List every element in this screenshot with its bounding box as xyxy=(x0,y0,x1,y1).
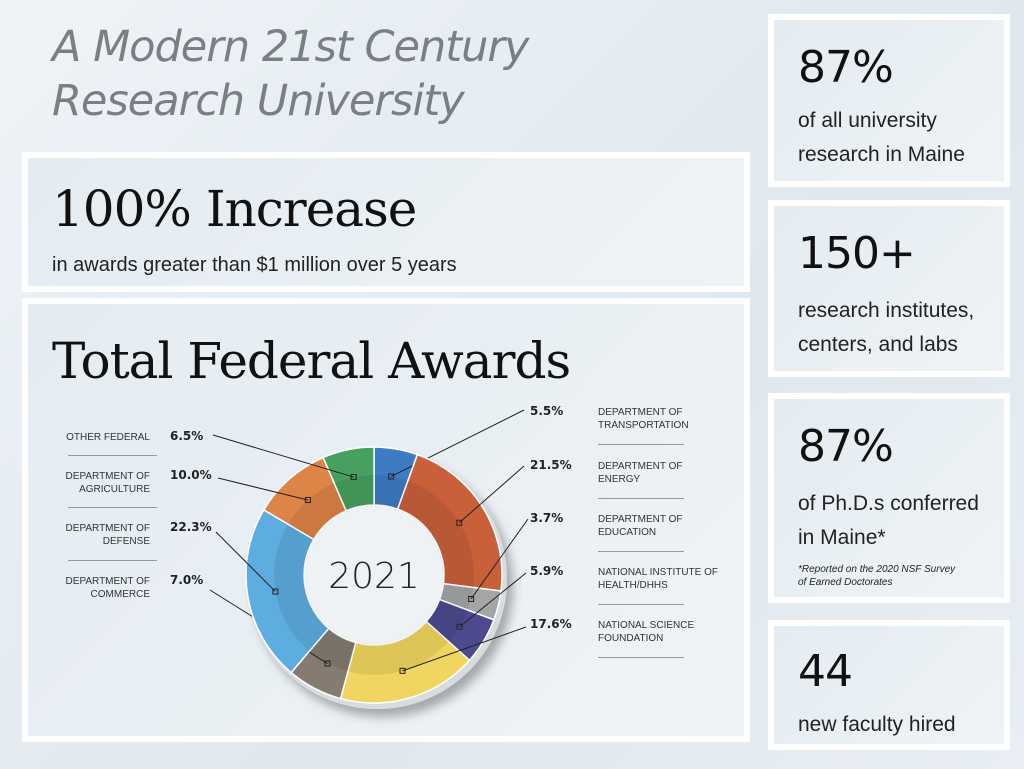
slice-name-label: OTHER FEDERAL xyxy=(66,432,150,443)
footnote: *Reported on the 2020 NSF Survey of Earne… xyxy=(798,563,955,589)
slice-inner-shade xyxy=(287,483,347,540)
leader-dot xyxy=(456,519,463,526)
stat-line: research institutes, xyxy=(798,299,975,322)
donut-center-label: 2021 xyxy=(328,556,420,597)
stat-value: 150+ xyxy=(798,228,916,279)
donut-hole xyxy=(305,506,443,644)
slice-inner-shade xyxy=(347,621,449,675)
stat-desc: of all university research in Maine xyxy=(798,104,965,172)
leader-dot xyxy=(304,496,311,503)
slice-inner-shade xyxy=(397,480,474,588)
leader-line xyxy=(402,626,527,672)
legend-divider xyxy=(68,560,157,561)
slice-percent-label: 5.5% xyxy=(530,404,564,418)
leader-line xyxy=(458,465,525,524)
stat-value: 87% xyxy=(798,421,894,472)
stat-desc: research institutes, centers, and labs xyxy=(798,294,974,362)
increase-detail: in awards greater than $1 million over 5… xyxy=(52,254,457,276)
slice-name-label: NATIONAL INSTITUTE OF HEALTH/DHHS xyxy=(598,567,719,591)
slice-percent-label: 3.7% xyxy=(530,511,564,525)
slice-name-label: DEPARTMENT OF ENERGY xyxy=(598,461,683,485)
leader-line xyxy=(470,518,529,600)
slice-percent-label: 7.0% xyxy=(170,573,204,587)
leader-line xyxy=(212,434,354,478)
leader-dot xyxy=(399,667,406,674)
slice-name-label: DEPARTMENT OF AGRICULTURE xyxy=(65,471,150,495)
slice-percent-label: 10.0% xyxy=(170,468,212,482)
legend-divider xyxy=(598,444,684,445)
slice-percent-label: 17.6% xyxy=(530,617,572,631)
slice-percent-label: 21.5% xyxy=(530,458,572,472)
increase-panel: 100% Increase in awards greater than $1 … xyxy=(22,152,750,292)
slice-name-label: DEPARTMENT OF EDUCATION xyxy=(598,514,683,538)
stat-card-phds: 87% of Ph.D.s conferred in Maine* *Report… xyxy=(768,393,1010,603)
slice-percent-label: 22.3% xyxy=(170,520,212,534)
donut-slice xyxy=(396,453,503,592)
slice-inner-shade xyxy=(309,628,356,672)
donut-slice xyxy=(245,508,330,674)
slice-percent-label: 5.9% xyxy=(530,564,564,578)
slice-name-label: DEPARTMENT OF TRANSPORTATION xyxy=(598,407,689,431)
legend-divider xyxy=(598,498,684,499)
footnote-line: of Earned Doctorates xyxy=(798,577,893,588)
slice-name-label: NATIONAL SCIENCE FOUNDATION xyxy=(598,620,695,644)
stat-value: 44 xyxy=(798,646,853,697)
stat-desc: of Ph.D.s conferred in Maine* xyxy=(798,487,979,555)
stat-value: 87% xyxy=(798,42,894,93)
legend-divider xyxy=(68,455,157,456)
increase-headline: 100% Increase xyxy=(52,180,417,238)
leader-dot xyxy=(456,623,463,630)
legend-divider xyxy=(598,657,684,658)
chart-title: Total Federal Awards xyxy=(52,332,571,390)
stat-card-institutes: 150+ research institutes, centers, and la… xyxy=(768,200,1010,377)
slice-percent-label: 6.5% xyxy=(170,429,204,443)
footnote-line: *Reported on the 2020 NSF Survey xyxy=(798,564,956,575)
legend-divider xyxy=(68,507,157,508)
leader-line xyxy=(390,409,525,477)
stat-line: of all university xyxy=(798,109,937,132)
stat-line: research in Maine xyxy=(798,143,965,166)
leader-dot xyxy=(324,660,331,667)
donut-slice xyxy=(322,446,375,512)
leader-dot xyxy=(388,473,395,480)
stat-line: in Maine* xyxy=(798,526,886,549)
slice-inner-shade xyxy=(274,524,329,652)
leader-dot xyxy=(350,474,357,481)
stat-desc: new faculty hired xyxy=(798,708,956,742)
legend-divider xyxy=(598,551,684,552)
stat-line: of Ph.D.s conferred xyxy=(798,492,979,515)
leader-dot xyxy=(272,588,279,595)
leader-line xyxy=(215,531,276,592)
stat-line: new faculty hired xyxy=(798,713,956,736)
slice-inner-shade xyxy=(426,599,468,642)
stat-card-faculty: 44 new faculty hired xyxy=(768,620,1010,750)
leader-line xyxy=(459,572,527,628)
legend-divider xyxy=(598,604,684,605)
stat-line: centers, and labs xyxy=(798,333,958,356)
slice-inner-shade xyxy=(334,475,374,511)
leader-line xyxy=(217,477,308,501)
slice-name-label: DEPARTMENT OF COMMERCE xyxy=(65,576,150,600)
slice-inner-shade xyxy=(439,583,474,611)
stat-card-research: 87% of all university research in Maine xyxy=(768,14,1010,187)
title-line: A Modern 21st Century xyxy=(52,22,529,72)
slice-inner-shade xyxy=(374,475,408,510)
leader-dot xyxy=(468,595,475,602)
title-line: Research University xyxy=(52,76,465,126)
page-title: A Modern 21st Century Research University xyxy=(52,20,529,128)
slice-name-label: DEPARTMENT OF DEFENSE xyxy=(65,523,150,547)
